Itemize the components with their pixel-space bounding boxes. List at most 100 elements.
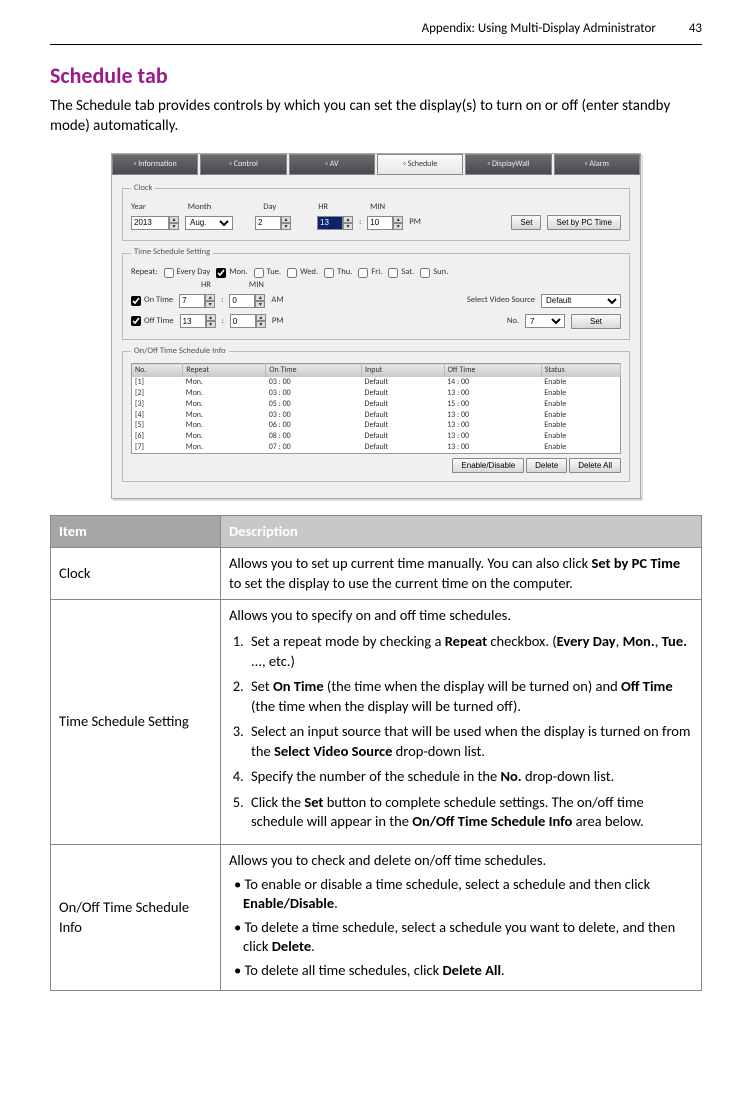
year-input[interactable] (131, 216, 169, 230)
grid-col: No. (132, 364, 183, 377)
step-2: Set On Time (the time when the display w… (247, 677, 693, 716)
section-intro: The Schedule tab provides controls by wh… (50, 96, 702, 137)
clock-set-button[interactable]: Set (511, 215, 541, 230)
ontime-hr-input[interactable] (179, 294, 205, 308)
repeat-day-label: Fri. (371, 267, 382, 278)
month-select[interactable]: Aug. (185, 216, 233, 230)
grid-col: Status (541, 364, 620, 377)
clock-group: Clock Year Month Day HR MIN ▴▾ Aug. ▴▾ ▴… (122, 183, 630, 242)
row-tss-item: Time Schedule Setting (51, 600, 221, 845)
day-input[interactable] (255, 216, 281, 230)
ampm-label: PM (409, 217, 421, 228)
section-title: Schedule tab (50, 61, 702, 91)
video-source-label: Select Video Source (467, 295, 535, 306)
repeat-day-3[interactable]: Wed. (287, 267, 318, 278)
tab-av[interactable]: ◦ AV (289, 154, 375, 175)
step-3: Select an input source that will be used… (247, 722, 693, 761)
no-label: No. (507, 316, 519, 327)
spin-down-icon[interactable]: ▾ (256, 321, 266, 328)
set-by-pc-time-button[interactable]: Set by PC Time (547, 215, 621, 230)
delete-button[interactable]: Delete (526, 458, 567, 473)
tab-schedule[interactable]: ◦ Schedule (377, 154, 463, 175)
tss-min-label: MIN (249, 280, 264, 291)
step-1: Set a repeat mode by checking a Repeat c… (247, 632, 693, 671)
repeat-day-label: Every Day (177, 267, 211, 278)
spin-down-icon[interactable]: ▾ (343, 223, 353, 230)
repeat-day-6[interactable]: Sat. (388, 267, 414, 278)
page-header: Appendix: Using Multi-Display Administra… (50, 20, 702, 45)
bullet-1: • To enable or disable a time schedule, … (229, 875, 693, 914)
schedule-table[interactable]: No.RepeatOn TimeInputOff TimeStatus [1]M… (131, 363, 621, 453)
tss-legend: Time Schedule Setting (131, 247, 213, 258)
tab-alarm[interactable]: ◦ Alarm (554, 154, 640, 175)
repeat-day-label: Thu. (337, 267, 352, 278)
repeat-day-label: Wed. (300, 267, 318, 278)
spin-down-icon[interactable]: ▾ (393, 223, 403, 230)
repeat-checkbox[interactable] (216, 268, 226, 278)
row-info-item: On/Off Time Schedule Info (51, 845, 221, 991)
description-table: Item Description Clock Allows you to set… (50, 515, 702, 992)
repeat-day-label: Tue. (267, 267, 281, 278)
repeat-day-7[interactable]: Sun. (420, 267, 448, 278)
info-legend: On/Off Time Schedule Info (131, 346, 229, 357)
year-label: Year (131, 202, 146, 213)
repeat-day-2[interactable]: Tue. (254, 267, 281, 278)
hr-input[interactable] (317, 216, 343, 230)
offtime-checkbox[interactable] (131, 316, 141, 326)
offtime-hr-input[interactable] (180, 314, 206, 328)
table-row[interactable]: [7]Mon.07 : 00Default13 : 00Enable (132, 442, 621, 453)
table-row[interactable]: [3]Mon.05 : 00Default15 : 00Enable (132, 399, 621, 410)
appendix-title: Appendix: Using Multi-Display Administra… (422, 21, 656, 36)
repeat-day-0[interactable]: Every Day (164, 267, 211, 278)
enable-disable-button[interactable]: Enable/Disable (452, 458, 524, 473)
tab-information[interactable]: ◦ Information (112, 154, 198, 175)
delete-all-button[interactable]: Delete All (569, 458, 621, 473)
schedule-set-button[interactable]: Set (571, 314, 621, 329)
repeat-checkbox[interactable] (420, 268, 430, 278)
no-select[interactable]: 7 (525, 314, 565, 328)
repeat-checkbox[interactable] (164, 268, 174, 278)
repeat-checkbox[interactable] (324, 268, 334, 278)
table-row[interactable]: [2]Mon.03 : 00Default13 : 00Enable (132, 388, 621, 399)
tab-displaywall[interactable]: ◦ DisplayWall (465, 154, 551, 175)
min-input[interactable] (367, 216, 393, 230)
schedule-info-group: On/Off Time Schedule Info No.RepeatOn Ti… (122, 346, 630, 482)
ontime-min-input[interactable] (229, 294, 255, 308)
table-row[interactable]: [5]Mon.06 : 00Default13 : 00Enable (132, 420, 621, 431)
repeat-label: Repeat: (131, 267, 158, 278)
table-row[interactable]: [4]Mon.03 : 00Default13 : 00Enable (132, 410, 621, 421)
offtime-label: Off Time (144, 316, 174, 327)
repeat-checkbox[interactable] (254, 268, 264, 278)
spin-down-icon[interactable]: ▾ (281, 223, 291, 230)
repeat-day-5[interactable]: Fri. (358, 267, 382, 278)
repeat-day-label: Sat. (401, 267, 414, 278)
step-5: Click the Set button to complete schedul… (247, 793, 693, 832)
repeat-day-4[interactable]: Thu. (324, 267, 352, 278)
repeat-day-label: Mon. (229, 267, 247, 278)
grid-col: Repeat (183, 364, 266, 377)
repeat-checkbox[interactable] (358, 268, 368, 278)
ontime-checkbox[interactable] (131, 296, 141, 306)
spin-down-icon[interactable]: ▾ (255, 301, 265, 308)
repeat-checkbox[interactable] (287, 268, 297, 278)
spin-down-icon[interactable]: ▾ (205, 301, 215, 308)
clock-legend: Clock (131, 183, 155, 194)
bullet-2: • To delete a time schedule, select a sc… (229, 918, 693, 957)
spin-down-icon[interactable]: ▾ (206, 321, 216, 328)
row-tss-desc: Allows you to specify on and off time sc… (221, 600, 702, 845)
row-clock-item: Clock (51, 548, 221, 600)
spin-down-icon[interactable]: ▾ (169, 223, 179, 230)
table-row[interactable]: [1]Mon.03 : 00Default14 : 00Enable (132, 377, 621, 388)
video-source-select[interactable]: Default (541, 294, 621, 308)
tab-control[interactable]: ◦ Control (200, 154, 286, 175)
hr-label: HR (318, 202, 328, 213)
page-number: 43 (689, 20, 702, 38)
day-label: Day (263, 202, 276, 213)
ontime-label: On Time (144, 295, 173, 306)
offtime-min-input[interactable] (230, 314, 256, 328)
repeat-day-1[interactable]: Mon. (216, 267, 247, 278)
repeat-checkbox[interactable] (388, 268, 398, 278)
tss-hr-label: HR (201, 280, 211, 291)
table-row[interactable]: [6]Mon.08 : 00Default13 : 00Enable (132, 431, 621, 442)
repeat-day-label: Sun. (433, 267, 448, 278)
